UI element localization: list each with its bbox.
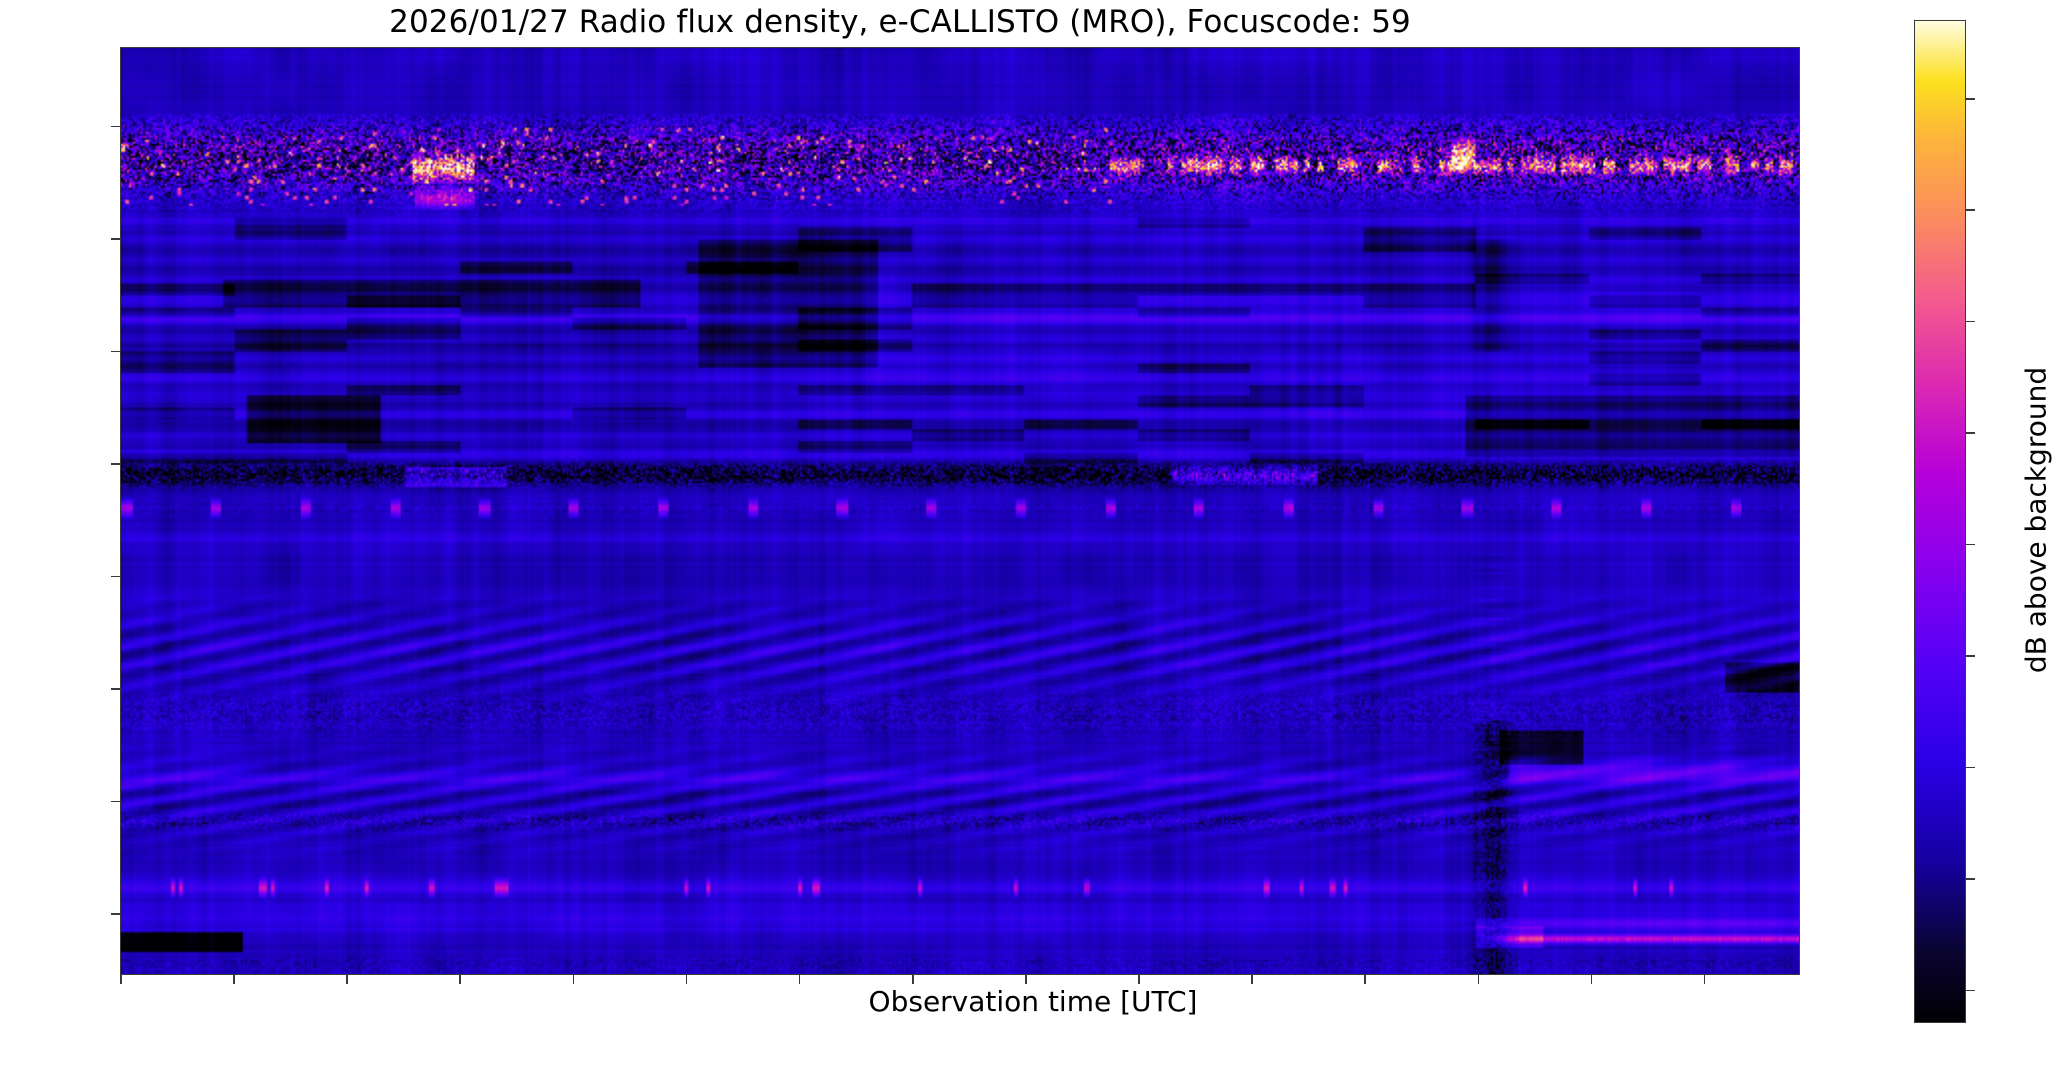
- y-tick-mark: [111, 125, 120, 128]
- colorbar-tick-mark: [1966, 989, 1975, 992]
- colorbar-tick-mark: [1966, 209, 1975, 212]
- x-tick-mark: [1364, 975, 1367, 984]
- x-tick-mark: [459, 975, 461, 984]
- y-tick-mark: [111, 688, 120, 690]
- x-tick-mark: [120, 975, 122, 984]
- colorbar-gradient: [1915, 21, 1965, 1022]
- y-tick-mark: [111, 238, 120, 240]
- x-tick-mark: [1477, 975, 1480, 984]
- y-tick-mark: [111, 800, 120, 803]
- x-axis-label: Observation time [UTC]: [868, 985, 1198, 1018]
- colorbar-tick-mark: [1966, 98, 1975, 100]
- x-tick-mark: [1703, 975, 1706, 984]
- y-tick-mark: [111, 463, 120, 465]
- x-tick-mark: [1251, 975, 1253, 984]
- x-tick-mark: [798, 975, 801, 984]
- x-tick-mark: [1590, 975, 1593, 984]
- y-tick-mark: [111, 913, 120, 915]
- colorbar-tick-mark: [1966, 766, 1975, 769]
- colorbar-tick-mark: [1966, 432, 1975, 434]
- x-tick-mark: [572, 975, 575, 984]
- x-tick-mark: [1138, 975, 1140, 984]
- spectrogram-axes[interactable]: [120, 47, 1800, 975]
- chart-title: 2026/01/27 Radio flux density, e-CALLIST…: [389, 4, 1411, 40]
- colorbar-tick-mark: [1966, 543, 1975, 546]
- y-tick-mark: [111, 575, 120, 578]
- colorbar[interactable]: [1914, 20, 1966, 1023]
- colorbar-tick-mark: [1966, 655, 1975, 657]
- colorbar-label: dB above background: [2019, 366, 2053, 674]
- x-tick-mark: [1025, 975, 1027, 984]
- x-tick-mark: [685, 975, 688, 984]
- colorbar-tick-mark: [1966, 320, 1975, 323]
- spectrogram-canvas-wrap: [121, 48, 1799, 974]
- y-tick-mark: [111, 350, 120, 353]
- x-tick-mark: [346, 975, 348, 984]
- x-tick-mark: [911, 975, 914, 984]
- colorbar-tick-mark: [1966, 878, 1975, 880]
- spectrogram-image: [121, 48, 1799, 974]
- x-tick-mark: [233, 975, 235, 984]
